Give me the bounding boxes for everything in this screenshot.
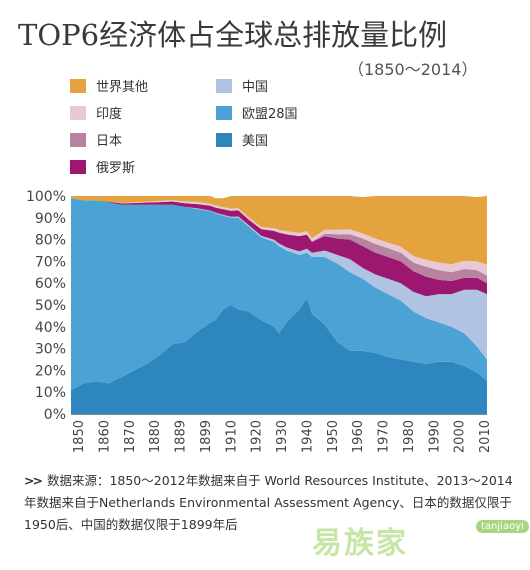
area-rest-of-world xyxy=(71,196,487,265)
area-japan xyxy=(71,198,487,284)
legend-item-eu28: 欧盟28国 xyxy=(216,103,298,122)
x-tick-label: 1960 xyxy=(351,420,366,453)
y-tick-label: 50% xyxy=(35,298,66,314)
legend-label-eu28: 欧盟28国 xyxy=(242,107,298,122)
y-tick-label: 80% xyxy=(35,233,66,249)
source-note-text: 数据来源：1850～2012年数据来自于 World Resources Ins… xyxy=(24,473,513,532)
y-tick-label: 0% xyxy=(44,407,66,423)
x-axis: 1850 1860 1870 1880 1889 1899 1910 1920 1930 1940… xyxy=(71,414,493,453)
x-tick-label: 1850 xyxy=(72,420,87,453)
legend-label-russia: 俄罗斯 xyxy=(96,161,136,176)
legend-swatch-usa xyxy=(216,132,232,147)
x-tick-label: 1860 xyxy=(97,420,112,453)
legend-label-china: 中国 xyxy=(242,80,269,95)
x-tick-label: 1970 xyxy=(377,420,392,453)
x-tick-label: 1940 xyxy=(300,420,315,453)
y-tick-label: 90% xyxy=(35,211,66,227)
y-tick-label: 40% xyxy=(35,320,66,336)
legend-label-usa: 美国 xyxy=(242,134,269,149)
legend-item-india: 印度 xyxy=(70,103,122,122)
legend-swatch-eu28 xyxy=(216,105,232,120)
chart-title: TOP6经济体占全球总排放量比例 xyxy=(18,18,448,52)
y-axis: 0% 10% 20% 30% 40% 50% 60% 70% 80% 90% 100% xyxy=(26,189,66,423)
x-tick-label: 1880 xyxy=(148,420,163,453)
y-tick-label: 20% xyxy=(35,363,66,379)
x-tick-label: 1980 xyxy=(402,420,417,453)
x-tick-label: 2010 xyxy=(478,420,493,453)
x-tick-label: 2000 xyxy=(453,420,468,453)
x-tick-label: 1920 xyxy=(250,420,265,453)
legend-label-india: 印度 xyxy=(96,107,123,122)
legend-swatch-india xyxy=(70,105,86,120)
legend-label-japan: 日本 xyxy=(96,134,123,149)
x-tick-label: 1930 xyxy=(275,420,290,453)
legend-swatch-japan xyxy=(70,132,86,147)
stacked-area-chart: 0%10%20%30%40%50%60%70%80%90%100% 1850 18… xyxy=(26,189,493,453)
area-usa xyxy=(71,298,487,414)
legend-item-russia: 俄罗斯 xyxy=(70,157,135,176)
legend-label-rest-of-world: 世界其他 xyxy=(96,80,149,95)
watermark-logo: 易族家 xyxy=(312,526,408,561)
watermark-domain: tanjiaoyi xyxy=(476,520,529,533)
legend-swatch-rest-of-world xyxy=(70,78,86,93)
double-chevron-icon: >> xyxy=(24,473,43,488)
y-tick-label: 70% xyxy=(35,254,66,270)
x-tick-label: 1990 xyxy=(427,420,442,453)
legend-item-china: 中国 xyxy=(216,76,268,95)
chart-subtitle: （1850～2014） xyxy=(348,60,478,79)
source-note: >> 数据来源：1850～2012年数据来自于 World Resources I… xyxy=(24,470,520,536)
x-tick-label: 1889 xyxy=(174,420,189,453)
legend-swatch-russia xyxy=(70,159,86,174)
legend-swatch-china xyxy=(216,78,232,93)
x-tick-label: 1899 xyxy=(199,420,214,453)
y-tick-label: 100% xyxy=(26,189,66,205)
x-tick-label: 1870 xyxy=(123,420,138,453)
y-tick-label: 60% xyxy=(35,276,66,292)
area-india xyxy=(71,198,487,276)
legend-item-rest-of-world: 世界其他 xyxy=(70,76,148,95)
legend-item-japan: 日本 xyxy=(70,130,122,149)
area-layers xyxy=(71,196,487,414)
legend: 世界其他 印度 日本 俄罗斯 中国 欧盟28国 美国 xyxy=(70,76,400,188)
legend-item-usa: 美国 xyxy=(216,130,268,149)
area-eu28 xyxy=(71,198,487,390)
y-tick-label: 10% xyxy=(35,385,66,401)
area-russia xyxy=(71,198,487,297)
y-tick-label: 30% xyxy=(35,342,66,358)
x-tick-label: 1910 xyxy=(224,420,239,453)
x-tick-label: 1950 xyxy=(326,420,341,453)
